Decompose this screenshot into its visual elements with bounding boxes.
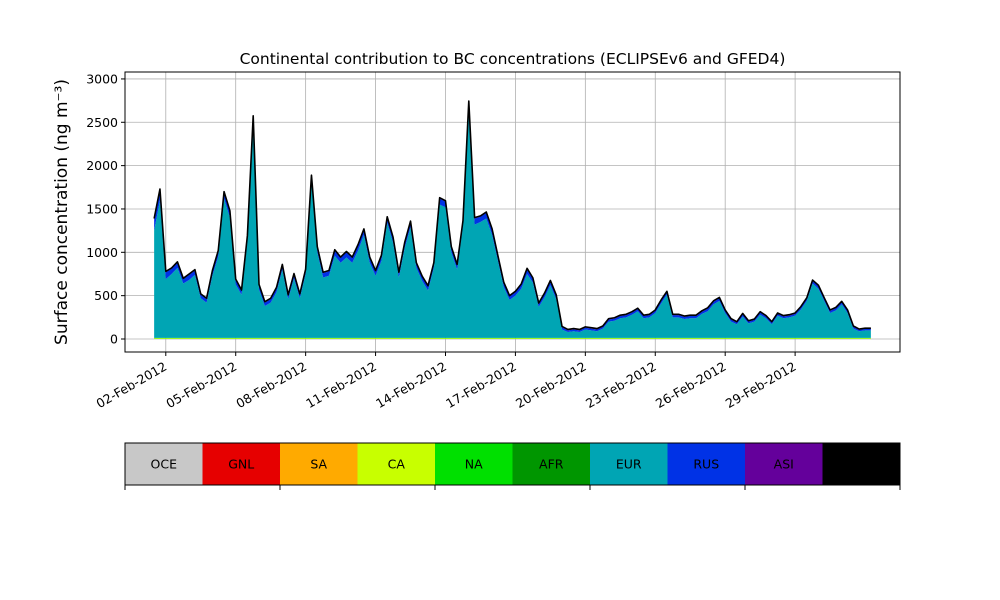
colorbar-cell-afr [512, 443, 590, 485]
region-colorbar-legend: OCE GNL SA CA NA AFR EUR RUS ASI AUS [124, 442, 901, 490]
colorbar-label: EUR [616, 457, 642, 472]
y-tick-label: 2000 [86, 158, 118, 173]
colorbar-cell-oce [125, 443, 203, 485]
area-eur [154, 114, 871, 338]
colorbar-cell-asi [745, 443, 823, 485]
y-tick-label: 3000 [86, 71, 118, 86]
y-axis-label: Surface concentration (ng m⁻³) [52, 79, 72, 345]
colorbar-cell-gnl [202, 443, 280, 485]
y-tick-label: 500 [94, 288, 118, 303]
colorbar-label: SA [310, 457, 327, 472]
colorbar-label: NA [465, 457, 483, 472]
colorbar-cell-sa [280, 443, 358, 485]
stacked-areas [154, 101, 871, 339]
colorbar-label: OCE [151, 457, 178, 472]
colorbar-label: GNL [228, 457, 254, 472]
colorbar-label: AUS [848, 457, 874, 472]
y-tick-label: 1000 [86, 245, 118, 260]
y-tick-label: 1500 [86, 201, 118, 216]
colorbar-label: RUS [693, 457, 719, 472]
y-tick-label: 2500 [86, 115, 118, 130]
colorbar-cell-eur [590, 443, 668, 485]
colorbar-cell-rus [667, 443, 745, 485]
total-outline [153, 100, 871, 331]
y-axis: 0 500 1000 1500 2000 2500 3000 [86, 71, 125, 346]
colorbar-cell-ca [357, 443, 435, 485]
chart-title: Continental contribution to BC concentra… [240, 50, 786, 68]
area-ca [154, 338, 871, 339]
colorbar-label: AFR [539, 457, 564, 472]
colorbar-cell-na [435, 443, 513, 485]
colorbar-frame [124, 442, 901, 486]
colorbar-label: CA [388, 457, 406, 472]
colorbar-label: ASI [774, 457, 794, 472]
y-tick-label: 0 [110, 331, 118, 346]
colorbar-cell-aus [822, 443, 900, 485]
axes-frame [124, 71, 901, 353]
total-line [153, 100, 871, 331]
